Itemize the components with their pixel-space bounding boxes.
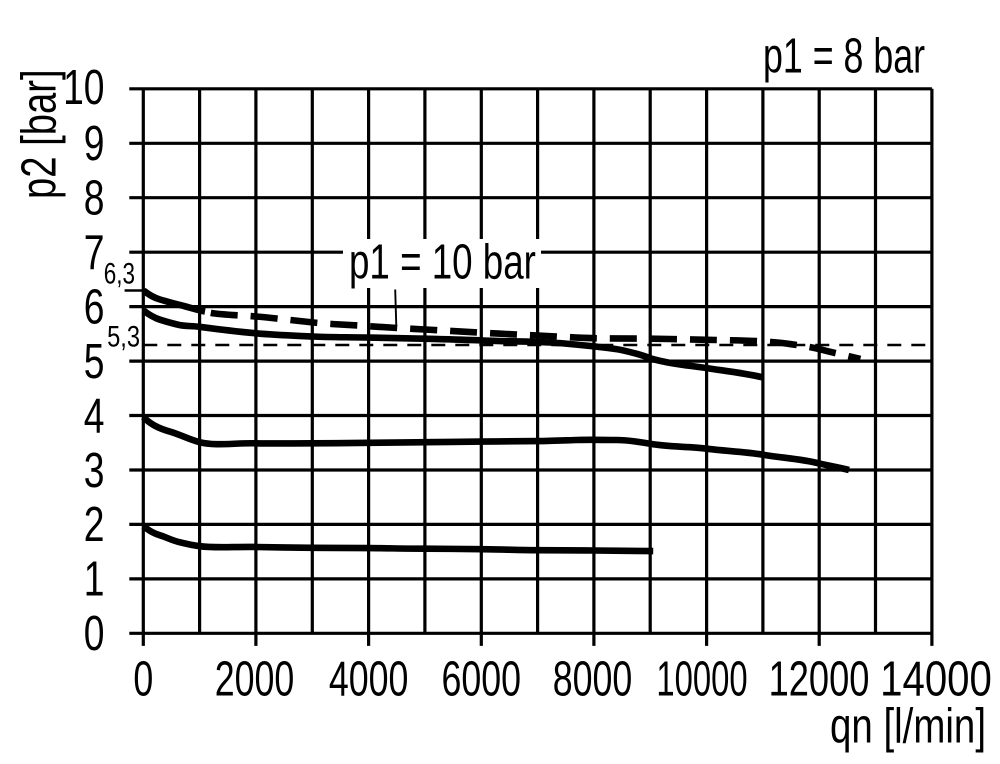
svg-text:p2 [bar]: p2 [bar] xyxy=(12,69,67,199)
svg-text:0: 0 xyxy=(133,652,153,707)
svg-text:0: 0 xyxy=(84,607,105,661)
svg-text:6000: 6000 xyxy=(442,652,522,707)
svg-text:4: 4 xyxy=(84,390,105,444)
svg-text:12000: 12000 xyxy=(769,652,870,707)
svg-text:10: 10 xyxy=(63,61,104,115)
svg-text:3: 3 xyxy=(84,444,105,498)
svg-text:1: 1 xyxy=(84,553,105,607)
svg-text:p1 = 10 bar: p1 = 10 bar xyxy=(349,236,536,290)
svg-text:7: 7 xyxy=(84,226,105,280)
svg-text:9: 9 xyxy=(84,117,105,171)
svg-text:6: 6 xyxy=(84,281,105,335)
svg-text:p1 = 8 bar: p1 = 8 bar xyxy=(763,29,925,84)
svg-text:10000: 10000 xyxy=(656,651,747,706)
svg-text:6,3: 6,3 xyxy=(104,256,135,290)
svg-text:4000: 4000 xyxy=(329,652,409,707)
svg-text:14000: 14000 xyxy=(880,652,992,707)
svg-text:5,3: 5,3 xyxy=(107,320,140,353)
svg-text:qn [l/min]: qn [l/min] xyxy=(830,699,986,754)
svg-text:8: 8 xyxy=(84,172,105,226)
svg-text:2: 2 xyxy=(84,498,105,552)
svg-text:5: 5 xyxy=(84,335,105,389)
svg-text:8000: 8000 xyxy=(553,652,633,707)
svg-text:2000: 2000 xyxy=(215,652,295,707)
